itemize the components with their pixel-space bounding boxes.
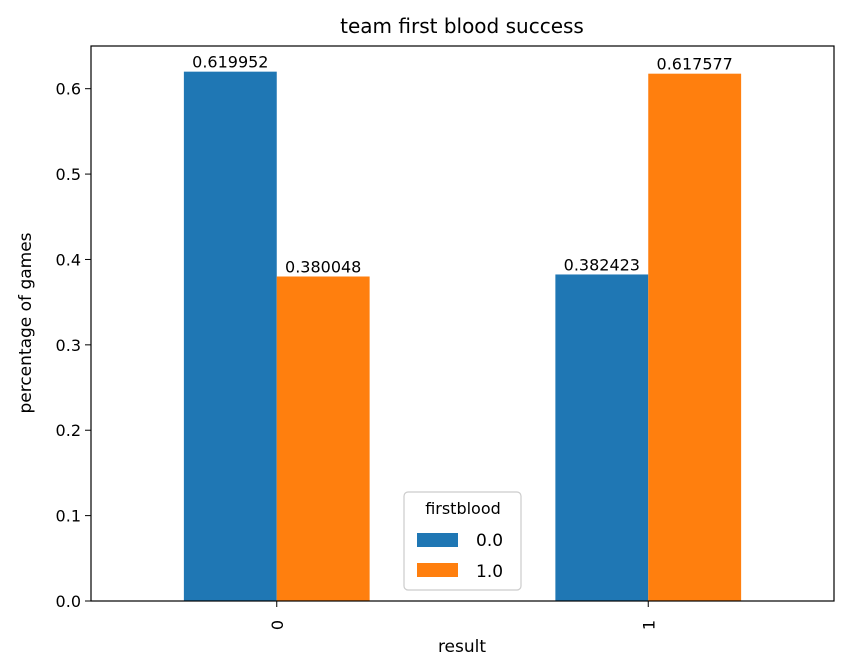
y-tick-label: 0.6 (56, 80, 81, 99)
bar-value-label: 0.617577 (657, 55, 733, 74)
y-tick-label: 0.3 (56, 336, 81, 355)
bar-series-1-cat-0 (276, 276, 370, 601)
chart-title: team first blood success (340, 14, 584, 38)
legend-label-series-0: 0.0 (476, 531, 503, 551)
legend-title: firstblood (425, 499, 501, 518)
bar-series-1-cat-1 (648, 73, 742, 601)
y-tick-label: 0.1 (56, 507, 81, 526)
plot-area: 0.619952 0.380048 0 0.382423 0.617577 1 0.0 0.1… (56, 45, 835, 630)
x-axis-label: result (438, 637, 486, 657)
x-tick-label: 1 (639, 620, 658, 630)
y-tick-label: 0.0 (56, 592, 81, 611)
bar-series-0-cat-0 (183, 71, 277, 601)
legend-swatch-series-0 (417, 533, 458, 547)
axes-frame (90, 45, 835, 602)
bar-value-label: 0.619952 (192, 53, 268, 72)
x-tick-label: 0 (268, 620, 287, 630)
legend-label-series-1: 1.0 (476, 562, 503, 582)
legend-swatch-series-1 (417, 563, 458, 577)
y-axis-label: percentage of games (16, 232, 36, 413)
bar-series-0-cat-1 (555, 274, 649, 601)
bar-value-label: 0.380048 (285, 257, 361, 276)
y-tick-label: 0.4 (56, 250, 81, 269)
bar-value-label: 0.382423 (564, 255, 640, 274)
legend: firstblood 0.0 1.0 (403, 491, 522, 591)
y-tick-label: 0.2 (56, 421, 81, 440)
y-tick-label: 0.5 (56, 165, 81, 184)
